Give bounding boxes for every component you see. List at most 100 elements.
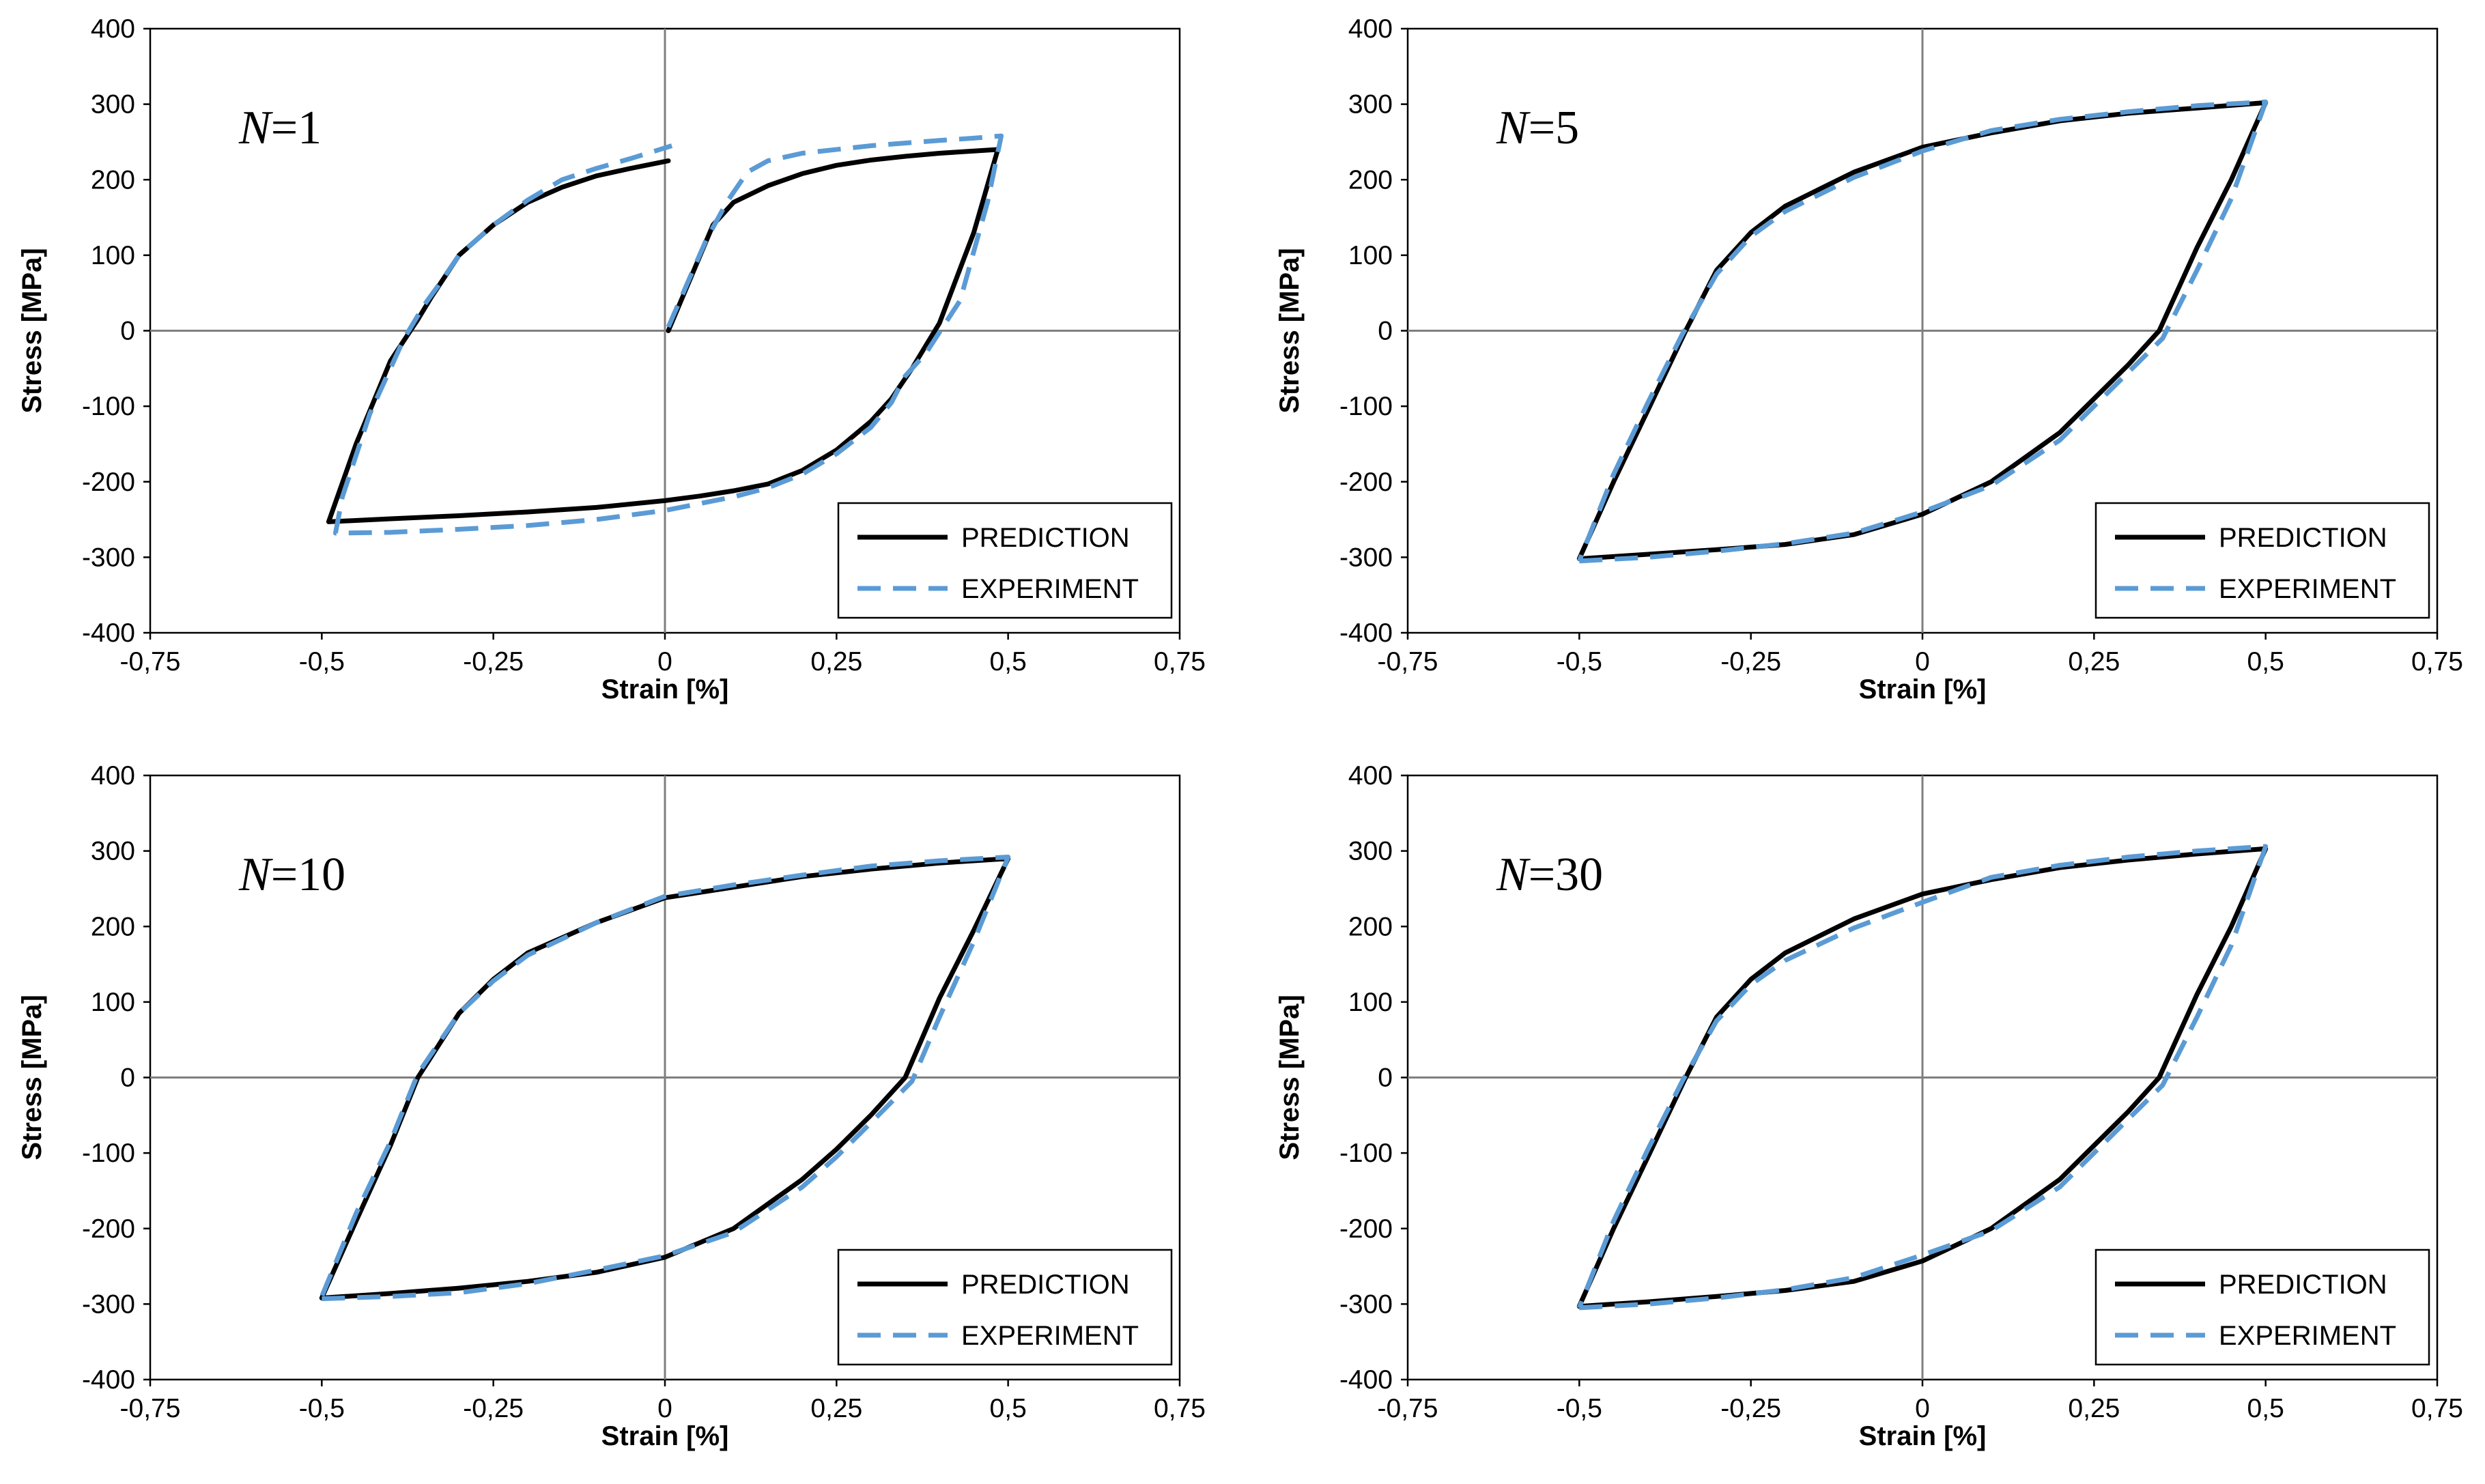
y-tick-label: 0 [120,1064,135,1093]
y-tick-label: 0 [1378,317,1393,346]
x-axis-title: Strain [%] [1859,674,1987,704]
y-tick-label: -100 [82,1139,135,1168]
legend: PREDICTION EXPERIMENT [2094,502,2430,619]
legend-label-prediction: PREDICTION [961,523,1130,553]
x-tick-label: 0,25 [810,647,862,676]
y-tick-label: -200 [1339,1214,1393,1244]
x-tick-label: -0,5 [1557,1394,1602,1423]
x-tick-label: 0,25 [810,1394,862,1423]
panel-label: N=30 [1496,848,1603,901]
x-tick-label: -0,75 [120,647,181,676]
x-tick-label: 0,75 [2411,647,2463,676]
panel-label: N=5 [1496,102,1579,154]
y-tick-label: 400 [1348,14,1393,44]
x-tick-label: 0,5 [2247,1394,2284,1423]
y-tick-label: 400 [1348,761,1393,790]
legend-box [837,502,1173,619]
y-tick-label: 100 [91,988,135,1017]
x-tick-label: -0,5 [299,1394,345,1423]
y-tick-label: -400 [82,1365,135,1395]
x-tick-label: -0,75 [1378,1394,1438,1423]
y-tick-label: -300 [82,543,135,572]
y-axis-title: Stress [MPa] [1275,995,1305,1160]
x-tick-label: 0,5 [990,1394,1027,1423]
y-tick-label: 400 [91,14,135,44]
chart-panel-n1: 400 300 200 100 0 -100 -200 -300 -400-0,75 -0,5 -0… [17,14,1206,704]
legend-label-experiment: EXPERIMENT [2219,574,2396,604]
y-tick-label: 100 [91,241,135,270]
x-tick-label: 0,25 [2068,1394,2120,1423]
y-tick-label: 400 [91,761,135,790]
x-tick-label: -0,25 [463,647,524,676]
series-line-experiment [320,855,1011,1302]
legend-box [837,1248,1173,1366]
panel-label-symbol: N [1496,848,1531,901]
legend-box [2094,1248,2430,1366]
legend-label-prediction: PREDICTION [2219,523,2387,553]
panel-label: N=10 [238,848,345,901]
x-tick-label: 0,75 [2411,1394,2463,1423]
chart-panel-n10: 400 300 200 100 0 -100 -200 -300 -400-0,75 -0,5 -0… [17,761,1206,1451]
x-tick-label: 0,5 [2247,647,2284,676]
chart-panel-n5: 400 300 200 100 0 -100 -200 -300 -400-0,75 -0,5 -0… [1275,14,2463,704]
x-axis-title: Strain [%] [601,1421,729,1451]
y-tick-label: 300 [1348,90,1393,119]
panel-label-symbol: N [238,102,273,154]
y-tick-label: -400 [1339,1365,1393,1395]
x-tick-label: 0,25 [2068,647,2120,676]
legend: PREDICTION EXPERIMENT [837,502,1173,619]
y-tick-label: 200 [1348,165,1393,195]
panel-label-value: =5 [1529,102,1579,154]
legend-box [2094,502,2430,619]
y-tick-label: 100 [1348,241,1393,270]
y-tick-label: -200 [82,468,135,497]
legend: PREDICTION EXPERIMENT [837,1248,1173,1366]
y-tick-label: 200 [91,912,135,941]
series-line-experiment [332,133,1004,536]
y-tick-label: -200 [82,1214,135,1244]
y-axis-title: Stress [MPa] [1275,248,1305,413]
x-tick-label: -0,5 [299,647,345,676]
y-axis-title: Stress [MPa] [17,248,47,413]
y-tick-label: -100 [82,392,135,421]
y-tick-label: 0 [120,317,135,346]
panel-label-value: =30 [1529,848,1603,901]
y-tick-label: -400 [1339,618,1393,648]
y-tick-label: 0 [1378,1064,1393,1093]
x-tick-label: -0,5 [1557,647,1602,676]
x-tick-label: -0,75 [1378,647,1438,676]
x-tick-label: 0 [657,1394,672,1423]
x-tick-label: 0 [1915,1394,1930,1423]
y-tick-label: 200 [1348,912,1393,941]
y-tick-label: -100 [1339,392,1393,421]
panel-label: N=1 [238,102,322,154]
legend-label-experiment: EXPERIMENT [2219,1321,2396,1351]
x-tick-label: -0,75 [120,1394,181,1423]
chart-panel-n30: 400 300 200 100 0 -100 -200 -300 -400-0,75 -0,5 -0… [1275,761,2463,1451]
y-tick-label: 100 [1348,988,1393,1017]
x-tick-label: -0,25 [463,1394,524,1423]
series-line-experiment [1577,99,2269,564]
legend-label-experiment: EXPERIMENT [961,574,1139,604]
legend: PREDICTION EXPERIMENT [2094,1248,2430,1366]
y-tick-label: -300 [1339,1289,1393,1319]
y-tick-label: 300 [1348,837,1393,866]
panel-label-value: =1 [271,102,322,154]
legend-label-experiment: EXPERIMENT [961,1321,1139,1351]
series-line-experiment [1577,844,2269,1311]
panel-label-symbol: N [238,848,273,901]
x-tick-label: 0,75 [1154,647,1206,676]
x-tick-label: -0,25 [1720,647,1781,676]
x-tick-label: 0,75 [1154,1394,1206,1423]
x-axis-title: Strain [%] [1859,1421,1987,1451]
legend-label-prediction: PREDICTION [2219,1270,2387,1300]
y-tick-label: -400 [82,618,135,648]
y-tick-label: 300 [91,837,135,866]
legend-label-prediction: PREDICTION [961,1270,1130,1300]
y-axis-title: Stress [MPa] [17,995,47,1160]
y-tick-label: 300 [91,90,135,119]
x-tick-label: 0 [1915,647,1930,676]
panel-label-symbol: N [1496,102,1531,154]
x-axis-title: Strain [%] [601,674,729,704]
